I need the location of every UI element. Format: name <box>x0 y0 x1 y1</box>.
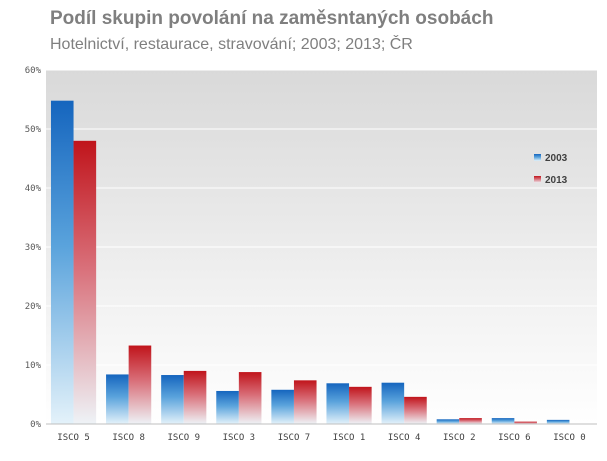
chart-title: Podíl skupin povolání na zaměsntaných os… <box>50 8 494 29</box>
y-tick-label: 40% <box>25 184 42 194</box>
y-tick-label: 0% <box>30 420 41 430</box>
x-tick-label: ISCO 2 <box>443 433 476 443</box>
bar-2013-isco-7 <box>293 380 317 424</box>
bar-2013-isco-2 <box>459 418 482 424</box>
legend-label-2013: 2013 <box>545 175 568 186</box>
bar-2003-isco-9 <box>161 375 184 424</box>
x-tick-label: ISCO 4 <box>388 433 421 443</box>
bar-2003-isco-5 <box>50 100 74 425</box>
x-tick-label: ISCO 3 <box>223 433 256 443</box>
y-tick-label: 20% <box>25 302 42 312</box>
bar-2013-isco-5 <box>73 140 97 425</box>
legend-swatch-2013 <box>534 176 541 183</box>
bar-2003-isco-7 <box>271 389 294 424</box>
bar-2003-isco-4 <box>381 382 405 424</box>
bar-2003-isco-2 <box>436 419 460 424</box>
bar-2013-isco-6 <box>514 421 537 424</box>
bar-2013-isco-1 <box>349 386 372 424</box>
x-tick-label: ISCO 7 <box>278 433 311 443</box>
chart-subtitle: Hotelnictví, restaurace, stravování; 200… <box>50 36 413 53</box>
x-tick-label: ISCO 1 <box>333 433 366 443</box>
bar-2013-isco-4 <box>404 396 427 424</box>
bar-2013-isco-3 <box>238 372 262 424</box>
x-tick-label: ISCO 9 <box>167 433 200 443</box>
x-tick-label: ISCO 8 <box>112 433 145 443</box>
y-tick-label: 50% <box>25 125 42 135</box>
legend-swatch-2003 <box>534 154 541 161</box>
bar-2013-isco-8 <box>128 345 152 424</box>
y-tick-label: 10% <box>25 361 42 371</box>
bar-2003-isco-1 <box>326 383 350 424</box>
bar-2003-isco-6 <box>491 418 515 424</box>
y-tick-label: 60% <box>25 66 42 76</box>
bar-2003-isco-0 <box>546 419 570 424</box>
legend-label-2003: 2003 <box>545 153 568 164</box>
x-tick-label: ISCO 6 <box>498 433 531 443</box>
x-tick-label: ISCO 0 <box>553 433 586 443</box>
bar-2003-isco-3 <box>216 390 239 424</box>
bar-2003-isco-8 <box>106 374 129 424</box>
y-tick-label: 30% <box>25 243 42 253</box>
bar-2013-isco-9 <box>183 370 207 424</box>
x-tick-label: ISCO 5 <box>57 433 90 443</box>
